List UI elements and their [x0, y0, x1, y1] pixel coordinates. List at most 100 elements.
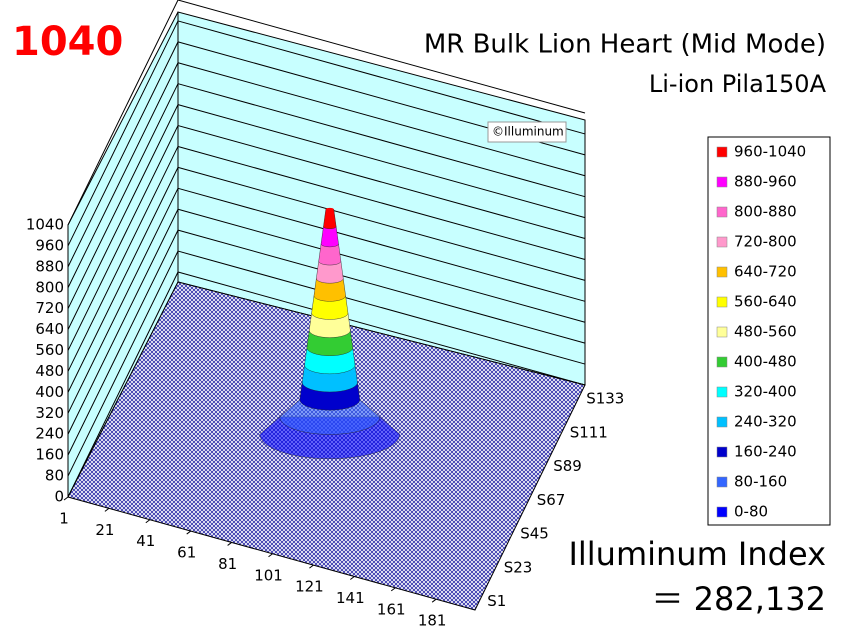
grid-line [67, 62, 586, 288]
legend-label: 160-240 [734, 443, 797, 461]
y-tick-label: S1 [487, 592, 506, 610]
z-tick-label: 160 [35, 446, 64, 464]
index-label: Illuminum Index [568, 535, 826, 573]
z-tick-label: 320 [35, 404, 64, 422]
x-tick [227, 542, 232, 546]
legend-swatch [716, 446, 728, 458]
spike-band [316, 260, 344, 284]
watermark: ©Illuminum [492, 125, 564, 139]
z-tick-label: 880 [35, 257, 64, 275]
spike-band [320, 226, 339, 248]
legend-label: 800-880 [734, 203, 797, 221]
grid-line [67, 104, 586, 330]
grid-line [67, 83, 586, 309]
z-tick-label: 0 [54, 488, 64, 506]
x-tick [186, 530, 192, 535]
legend-label: 640-720 [734, 263, 797, 281]
chart-title: MR Bulk Lion Heart (Mid Mode) [424, 30, 826, 60]
x-tick-label: 41 [136, 532, 155, 550]
legend-swatch [716, 296, 728, 308]
legend-swatch [716, 416, 728, 428]
legend-label: 240-320 [734, 413, 797, 431]
x-tick [309, 564, 314, 569]
spike-band [279, 399, 381, 435]
grid-line [67, 0, 586, 226]
legend-swatch [716, 176, 728, 188]
legend-swatch [716, 236, 728, 248]
x-tick-label: 101 [254, 566, 283, 584]
z-tick-label: 80 [45, 467, 64, 485]
x-tick [268, 553, 273, 558]
legend-label: 880-960 [734, 173, 797, 191]
x-tick-label: 1 [59, 510, 69, 528]
x-tick-label: 121 [295, 578, 324, 596]
x-tick [63, 496, 69, 501]
z-tick-label: 720 [35, 299, 64, 317]
grid-line [67, 208, 586, 435]
grid-line [67, 124, 586, 351]
legend-swatch [716, 386, 728, 398]
spike-band [323, 209, 337, 229]
x-tick-label: 21 [95, 521, 114, 539]
x-tick-label: 181 [418, 612, 447, 630]
legend-swatch [716, 146, 728, 158]
legend-swatch [716, 326, 728, 338]
x-tick-label: 81 [218, 555, 237, 573]
y-tick-label: S45 [520, 525, 549, 543]
grid-line [67, 187, 586, 414]
grid-line [67, 166, 586, 393]
legend-label: 320-400 [734, 383, 797, 401]
x-tick [145, 519, 151, 524]
spike-band [306, 330, 353, 356]
legend-label: 0-80 [734, 503, 768, 521]
z-tick-label: 1040 [26, 216, 64, 234]
legend-swatch [716, 266, 728, 278]
legend-swatch [716, 506, 728, 518]
x-tick-label: 61 [177, 544, 196, 562]
legend-label: 960-1040 [734, 143, 806, 161]
peak-label: 1040 [12, 19, 123, 65]
z-tick-label: 560 [35, 341, 64, 359]
y-tick-label: S89 [553, 457, 582, 475]
z-tick-label: 640 [35, 320, 64, 338]
index-value: ＝ 282,132 [651, 580, 826, 618]
legend-swatch [716, 356, 728, 368]
spike-band [318, 243, 342, 266]
legend-label: 80-160 [734, 473, 787, 491]
legend-label: 400-480 [734, 353, 797, 371]
x-tick-label: 161 [377, 600, 406, 618]
y-tick-label: S111 [570, 423, 608, 441]
z-tick-label: 480 [35, 362, 64, 380]
x-tick [431, 598, 437, 603]
spike-top [325, 207, 334, 211]
x-tick [104, 507, 110, 512]
z-tick-label: 960 [35, 236, 64, 254]
z-tick-label: 800 [35, 278, 64, 296]
legend-swatch [716, 476, 728, 488]
y-tick-label: S23 [504, 558, 533, 576]
legend-box [707, 136, 831, 526]
z-tick-label: 400 [35, 383, 64, 401]
x-tick [390, 587, 396, 592]
legend-label: 560-640 [734, 293, 797, 311]
spike-band [309, 312, 351, 338]
y-tick-label: S133 [586, 390, 624, 408]
grid-line [67, 145, 586, 372]
legend-label: 720-800 [734, 233, 797, 251]
chart-subtitle: Li-ion Pila150A [649, 70, 827, 98]
x-tick-label: 141 [336, 589, 365, 607]
grid-line [67, 20, 586, 247]
spike-band [313, 278, 346, 302]
grid-line [67, 250, 586, 477]
legend-swatch [716, 206, 728, 218]
watermark-box [487, 121, 567, 143]
y-tick-label: S67 [537, 491, 566, 509]
spike-band [311, 295, 349, 320]
grid-line [67, 41, 586, 268]
legend-label: 480-560 [734, 323, 797, 341]
grid-line [67, 229, 586, 456]
grid-line [67, 271, 586, 498]
z-tick-label: 240 [35, 425, 64, 443]
x-tick [350, 576, 355, 580]
